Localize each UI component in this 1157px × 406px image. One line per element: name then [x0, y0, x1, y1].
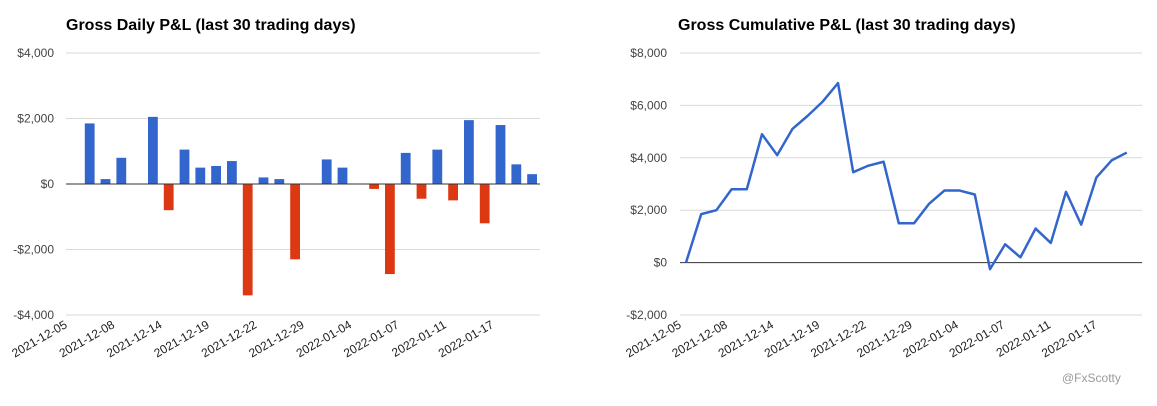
watermark: @FxScotty	[1062, 371, 1121, 385]
bar	[416, 184, 427, 199]
bar	[495, 125, 506, 184]
bar	[100, 179, 111, 184]
cumulative-chart-title: Gross Cumulative P&L (last 30 trading da…	[678, 17, 1016, 34]
y-tick-label: $2,000	[17, 112, 54, 126]
bar	[432, 149, 443, 184]
bar	[400, 152, 411, 184]
cumulative-pnl-chart: Gross Cumulative P&L (last 30 trading da…	[623, 17, 1142, 360]
daily-gridlines	[66, 52, 540, 316]
bar	[258, 177, 269, 184]
y-tick-label: $8,000	[630, 46, 667, 60]
y-tick-label: -$4,000	[13, 308, 54, 322]
y-tick-label: $0	[654, 256, 668, 270]
bar	[211, 165, 221, 184]
daily-pnl-chart: Gross Daily P&L (last 30 trading days) -…	[9, 17, 540, 360]
bar	[464, 120, 474, 184]
y-tick-label: -$2,000	[626, 308, 667, 322]
bar	[479, 184, 490, 224]
y-tick-label: $6,000	[630, 98, 667, 112]
bar	[385, 184, 395, 275]
daily-chart-title: Gross Daily P&L (last 30 trading days)	[66, 17, 356, 34]
bar	[369, 184, 379, 189]
y-tick-label: $0	[41, 177, 55, 191]
cumulative-y-ticks: -$2,000 $0 $2,000 $4,000 $6,000 $8,000	[626, 46, 667, 322]
y-tick-label: $4,000	[630, 151, 667, 165]
bar	[274, 179, 285, 184]
bar	[337, 167, 348, 184]
daily-bars	[84, 116, 537, 296]
daily-x-ticks: 2021-12-052021-12-082021-12-142021-12-19…	[9, 317, 496, 360]
bar	[116, 157, 127, 184]
bar	[148, 116, 158, 184]
y-tick-label: $2,000	[630, 203, 667, 217]
bar	[290, 184, 300, 260]
cumulative-x-ticks: 2021-12-052021-12-082021-12-142021-12-19…	[623, 317, 1099, 360]
daily-y-ticks: -$4,000 -$2,000 $0 $2,000 $4,000	[13, 46, 54, 322]
bar	[448, 184, 458, 201]
bar	[511, 164, 522, 184]
bar	[84, 123, 95, 184]
bar	[195, 167, 206, 184]
bar	[242, 184, 253, 296]
bar	[163, 184, 174, 211]
bar	[179, 149, 190, 184]
bar	[321, 159, 332, 184]
cumulative-gridlines	[680, 52, 1142, 316]
bar	[527, 174, 537, 184]
cumulative-pnl-line	[684, 81, 1128, 271]
y-tick-label: -$2,000	[13, 243, 54, 257]
y-tick-label: $4,000	[17, 46, 54, 60]
bar	[227, 161, 237, 184]
